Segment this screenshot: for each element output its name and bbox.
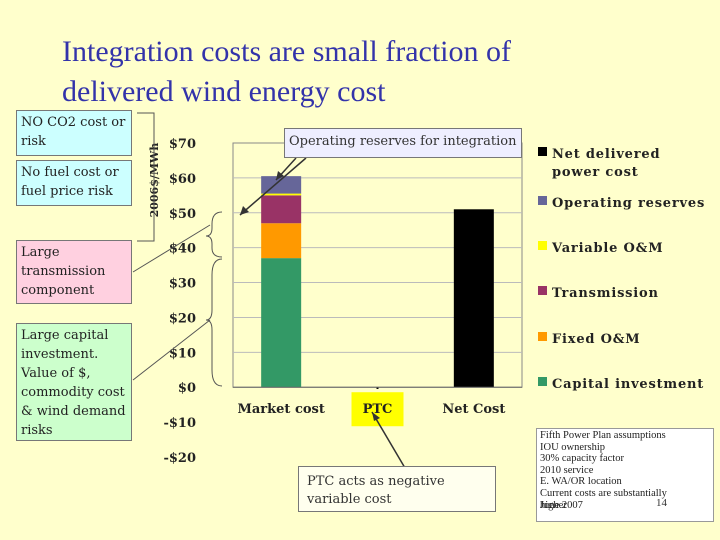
box-transmission: Large transmission component	[16, 240, 132, 304]
x-tick-label: Net Cost	[442, 402, 505, 417]
legend-swatch	[538, 196, 547, 205]
x-tick-label: Market cost	[237, 402, 324, 417]
connector-capital	[132, 319, 211, 381]
bar-capital-investment	[261, 258, 302, 388]
bar-operating-reserves	[261, 176, 302, 194]
y-tick-label: $20	[169, 311, 196, 326]
x-tick-label: PTC	[363, 402, 393, 417]
callout-ptc: PTC acts as negative variable cost	[298, 466, 496, 512]
arrow-ptc	[371, 411, 406, 469]
note-line: Fifth Power Plan assumptions	[540, 430, 666, 441]
note-overlap-text: higher	[540, 499, 567, 511]
brace-transmission	[205, 211, 223, 258]
legend-swatch	[538, 332, 547, 341]
y-tick-label: $70	[169, 137, 196, 152]
callout-operating-reserves: Operating reserves for integration	[284, 128, 522, 158]
bracket-top	[137, 112, 155, 242]
box-capital: Large capital investment. Value of $, co…	[16, 323, 132, 441]
note-line: IOU ownership	[540, 441, 606, 453]
arrow-ptc-head	[372, 412, 380, 421]
y-tick-label: -$10	[163, 416, 196, 431]
arrow-reserves-head	[276, 171, 284, 180]
bar-fixed-o-m	[261, 223, 302, 259]
bar-transmission	[261, 195, 302, 224]
legend-swatch	[538, 241, 547, 250]
legend-label: Variable O&M	[551, 241, 663, 256]
legend-label: Fixed O&M	[552, 332, 640, 347]
title-line-1: Integration costs are small fraction of	[62, 35, 512, 68]
y-tick-label: $50	[169, 207, 196, 222]
legend-swatch	[538, 147, 547, 156]
chart-plot: -$20-$10$0$10$20$30$40$50$60$702006$/MWh…	[148, 137, 705, 466]
note-line: 2010 service	[540, 464, 594, 476]
y-tick-label: $60	[169, 172, 196, 187]
bar-variable-o-m	[261, 193, 302, 196]
y-tick-label: -$20	[163, 451, 196, 466]
brace-capital	[205, 258, 223, 387]
bar-ptc	[376, 387, 379, 389]
assumptions-notes: Fifth Power Plan assumptions IOU ownersh…	[536, 428, 714, 522]
note-line: Current costs are substantially	[540, 487, 667, 499]
y-tick-label: $30	[169, 277, 196, 292]
box-no-fuel: No fuel cost or fuel price risk	[16, 160, 132, 206]
date-label: June 2007	[540, 499, 583, 511]
legend-label: Transmission	[552, 286, 659, 301]
arrow-transmission-head	[240, 206, 249, 215]
bar-net-delivered-power-cost	[453, 209, 494, 388]
legend-label: Capital investment	[552, 377, 704, 392]
y-tick-label: $0	[178, 381, 196, 396]
note-line: E. WA/OR location	[540, 476, 622, 488]
arrow-transmission-callout	[239, 157, 307, 216]
box-no-co2: NO CO2 cost or risk	[16, 110, 132, 156]
legend-label: Net delivered power cost	[552, 147, 660, 180]
legend-swatch	[538, 286, 547, 295]
slide-number: 14	[656, 497, 667, 509]
title-line-2: delivered wind energy cost	[62, 75, 386, 108]
slide-title: Integration costs are small fraction of …	[62, 32, 622, 112]
y-tick-label: $10	[169, 346, 196, 361]
legend-swatch	[538, 377, 547, 386]
y-tick-label: $40	[169, 242, 196, 257]
legend-label: Operating reserves	[552, 196, 705, 211]
note-line: 30% capacity factor	[540, 453, 624, 465]
connector-transmission	[132, 224, 211, 273]
chart-annotations	[132, 112, 406, 469]
